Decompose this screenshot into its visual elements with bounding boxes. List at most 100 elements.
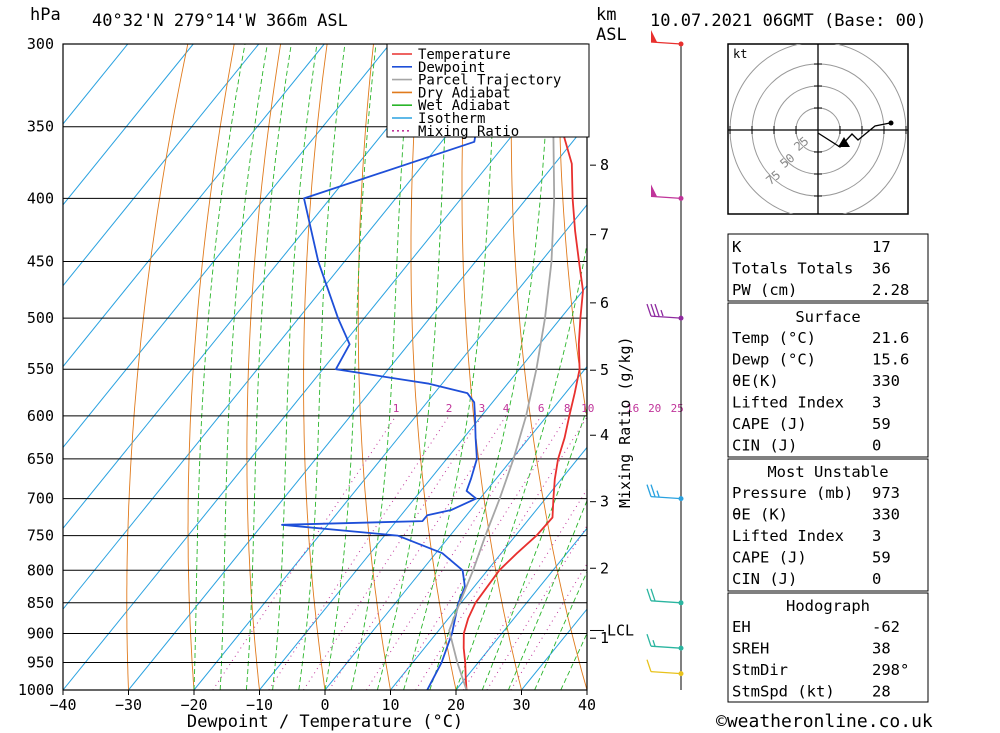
index-value: 298° [872,661,909,679]
mixing-ratio-label: 2 [446,402,453,415]
legend-label: Dewpoint [418,60,485,76]
index-label: θE(K) [732,372,779,390]
index-value: 15.6 [872,351,909,369]
pressure-tick-label: 750 [27,527,54,545]
wind-barbs [646,30,684,677]
mixing-ratio-label: 4 [503,402,510,415]
parcel-trajectory-series [448,44,556,690]
wind-barb-feather [650,484,656,497]
km-unit-label: km [596,5,616,25]
temp-tick-label: −40 [49,696,76,714]
index-value: 330 [872,506,900,524]
isotherm-line [63,44,391,449]
index-label: CIN (J) [732,437,797,455]
wind-barb-staff [650,600,682,604]
isotherm-line [455,527,587,690]
temp-tick-label: −20 [180,696,207,714]
legend-label: Parcel Trajectory [418,73,561,89]
indices-surface-box [727,302,929,458]
index-label: Dewp (°C) [732,351,816,369]
wind-barb-staff [650,315,682,319]
km-tick-label: 7 [600,226,609,244]
wind-barb-half-feather [652,639,656,647]
wind-barb [646,633,684,651]
index-section-title: Surface [795,308,860,326]
pressure-tick-label: 350 [27,118,54,136]
pressure-tick-label: 950 [27,653,54,671]
index-label: CIN (J) [732,570,797,588]
index-label: K [732,238,742,256]
pressure-tick-label: 850 [27,594,54,612]
index-value: 38 [872,640,891,658]
location-title: 40°32'N 279°14'W 366m ASL [92,11,348,31]
mixing-ratio-line [303,415,483,690]
isotherm-line [63,44,260,287]
index-value: 59 [872,549,891,567]
isotherm-line [63,44,194,206]
pressure-tick-label: 450 [27,253,54,271]
wind-barb-staff [650,645,682,649]
storm-motion-marker [838,137,850,147]
sounding-series [281,44,584,690]
wind-barb [646,659,684,677]
pressure-tick-label: 550 [27,360,54,378]
wind-barb [646,588,684,606]
index-label: Temp (°C) [732,329,816,347]
km-tick-label: 4 [600,426,609,444]
temperature-series [462,44,584,690]
indices-general-box [727,233,929,302]
wet-adiabat-line [219,44,268,690]
indices-hodograph-box [727,592,929,703]
copyright-footer: ©weatheronline.co.uk [716,711,933,732]
mixing-ratio-line [393,415,568,690]
pressure-tick-label: 800 [27,561,54,579]
index-label: Totals Totals [732,260,853,278]
index-value: 973 [872,484,900,502]
mixing-ratio-label: 10 [581,402,594,415]
dry-adiabat-line [973,26,1000,690]
index-value: 0 [872,437,881,455]
index-value: 0 [872,570,881,588]
wind-barb-staff [650,495,682,500]
dry-adiabat-line [927,26,1000,690]
temp-tick-label: 20 [447,696,465,714]
asl-unit-label: ASL [596,25,627,45]
temp-tick-label: 10 [381,696,399,714]
x-axis-title: Dewpoint / Temperature (°C) [187,712,463,732]
wet-adiabat-line [534,570,587,690]
wind-barb-pennant [651,30,657,42]
isotherm-line [63,44,587,690]
wind-barb-feather [646,659,652,672]
mixing-ratio-label: 6 [538,402,545,415]
wet-adiabat-line [193,44,246,690]
wind-barb-feather [646,633,652,647]
wind-barb-staff [650,41,682,45]
pressure-tick-label: 300 [27,35,54,53]
km-tick-label: 2 [600,559,609,577]
index-label: StmDir [732,661,788,679]
wind-barb [650,30,684,47]
pressure-tick-label: 400 [27,189,54,207]
index-value: 36 [872,260,891,278]
wet-adiabat-line [272,44,318,690]
dry-adiabat-line [558,44,587,420]
km-tick-label: 3 [600,493,609,511]
index-label: Lifted Index [732,394,844,412]
legend-label: Temperature [418,47,511,63]
dry-adiabat-line [303,44,328,690]
index-value: 330 [872,372,900,390]
index-label: SREH [732,640,769,658]
indices-table: K 17 Totals Totals 36 PW (cm) 2.28 Surface Temp… [727,233,929,703]
index-label: θE (K) [732,506,788,524]
hodograph-trace [817,122,891,148]
pressure-tick-label: 700 [27,490,54,508]
index-value: 59 [872,415,891,433]
hodograph-end-dot [888,120,894,126]
index-label: CAPE (J) [732,415,807,433]
index-value: 21.6 [872,329,909,347]
pressure-tick-label: 650 [27,450,54,468]
mixing-ratio-label: 25 [671,402,684,415]
legend-label: Mixing Ratio [418,124,519,140]
